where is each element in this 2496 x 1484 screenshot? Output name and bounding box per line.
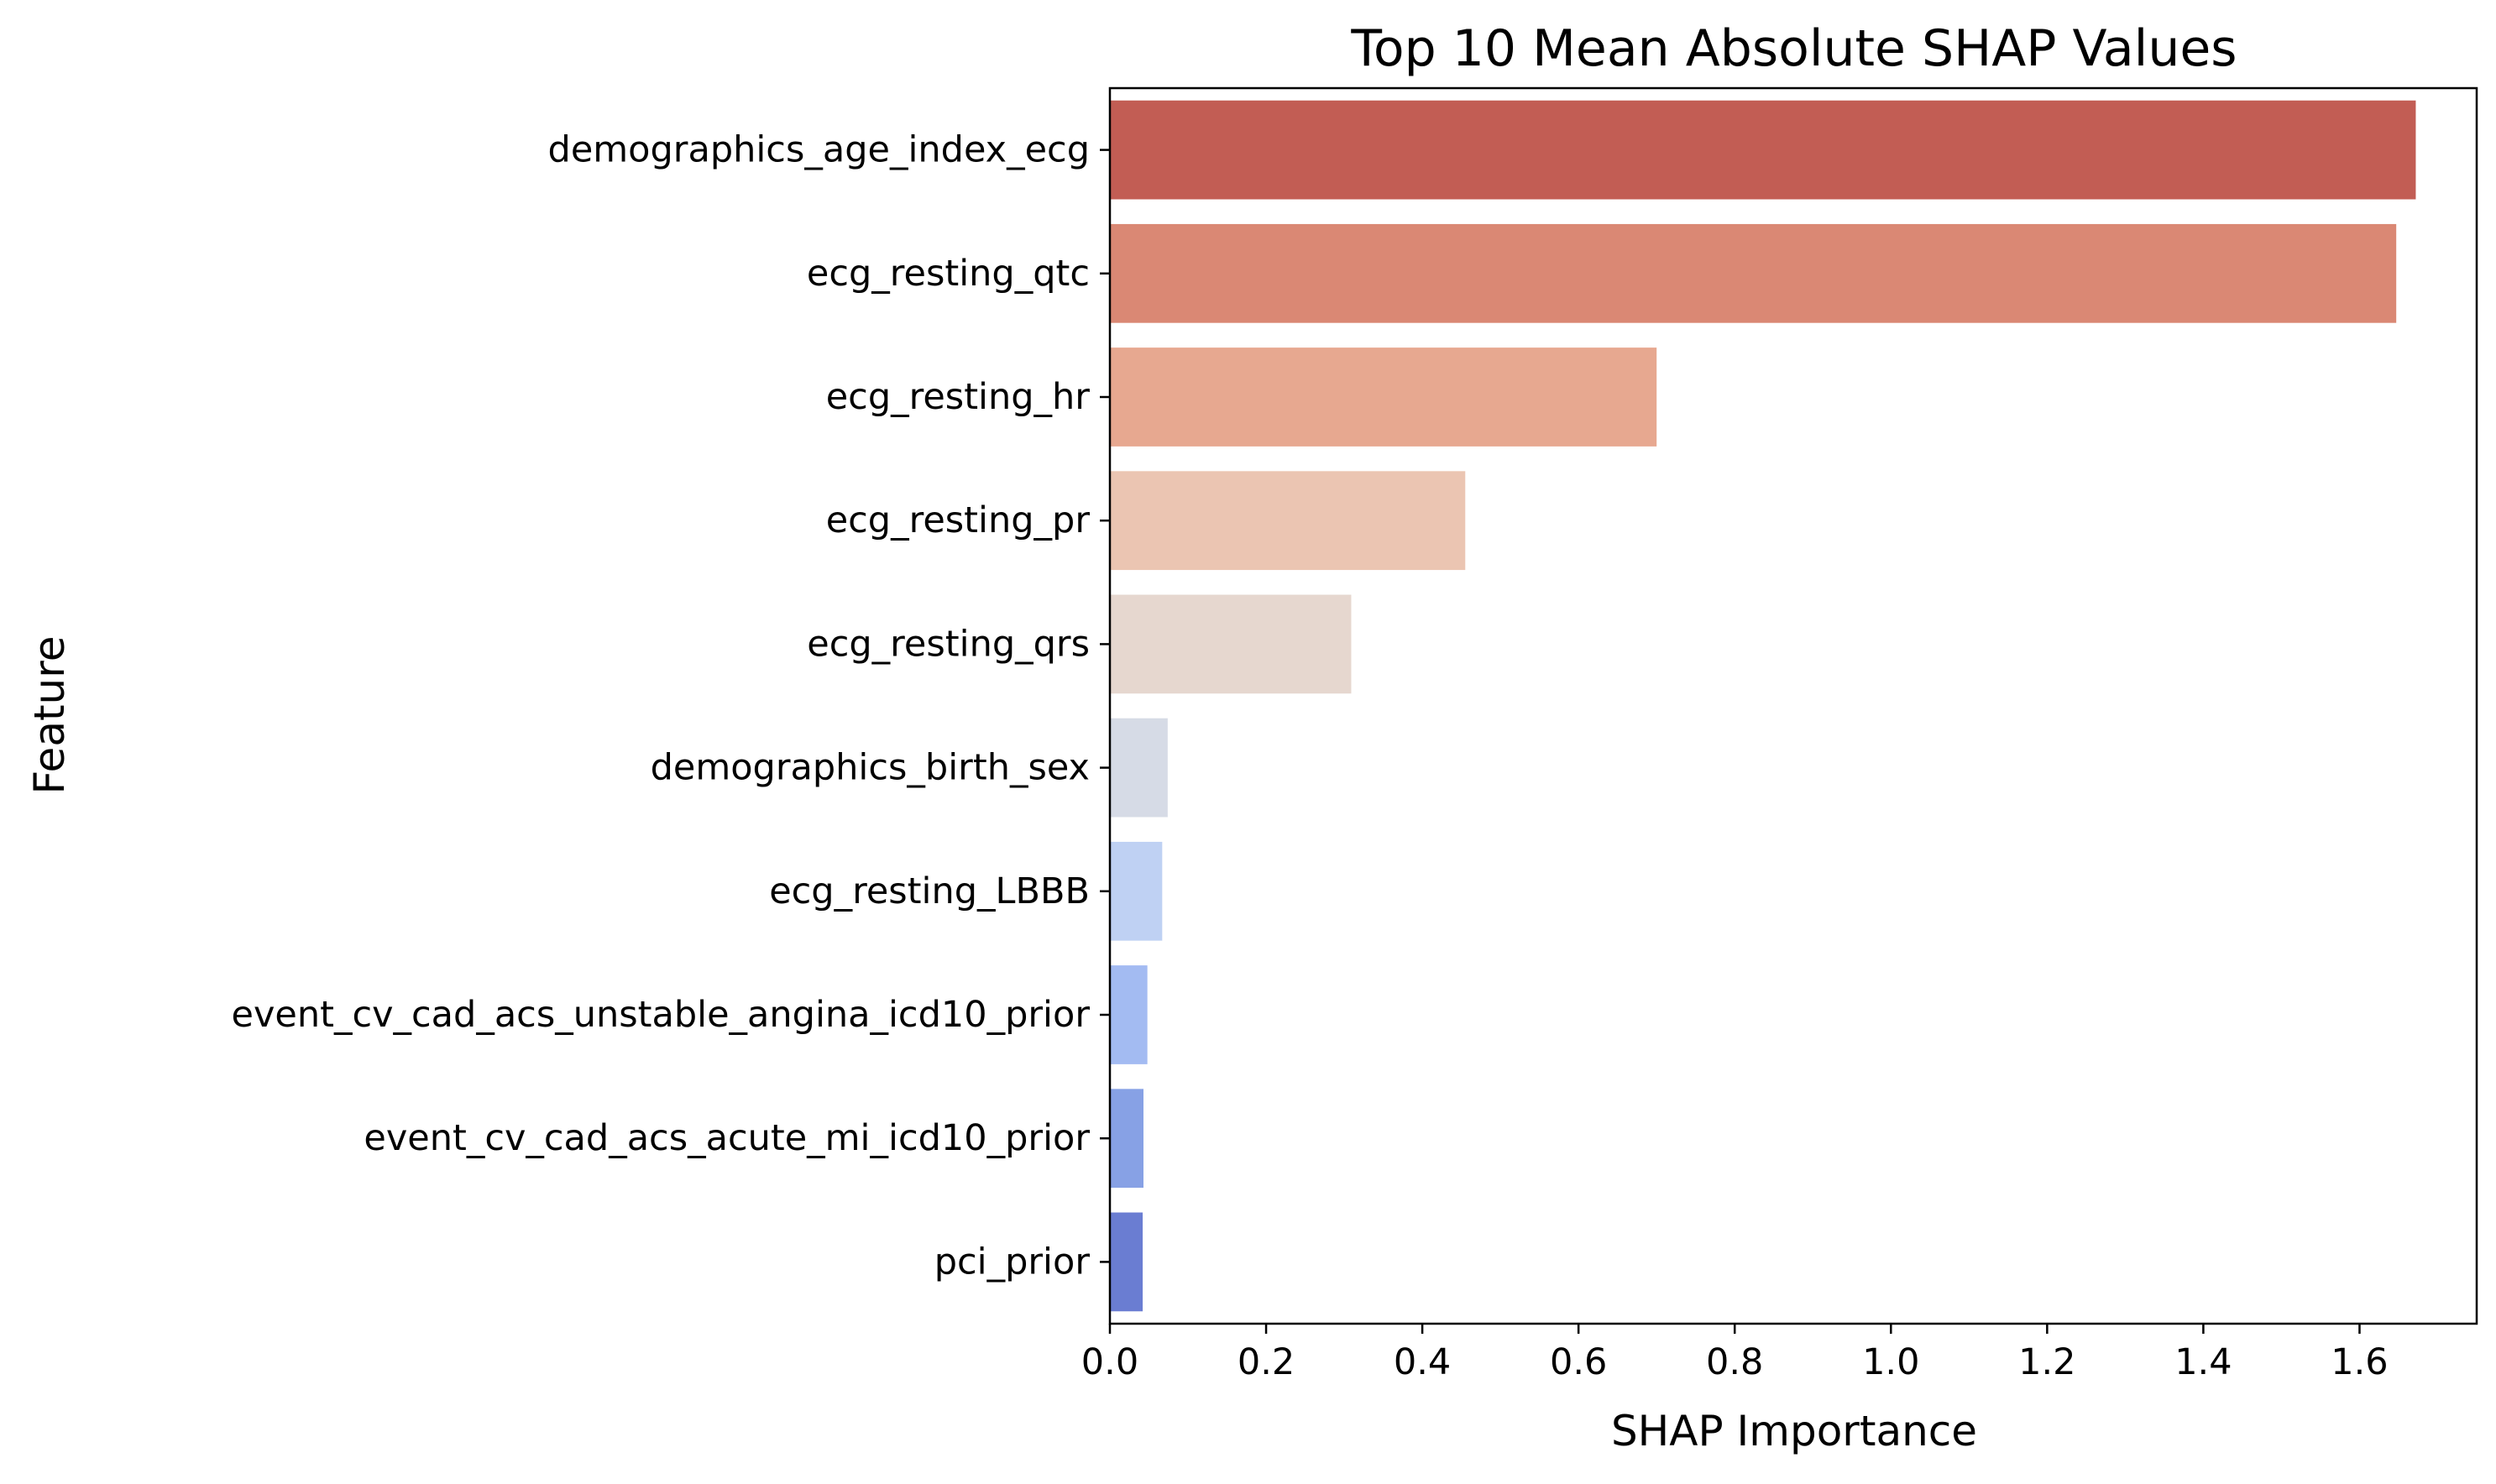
x-tick-label: 0.8 (1706, 1341, 1763, 1383)
plot-frame (1108, 86, 2478, 1325)
y-axis-ticks: demographics_age_index_ecg ecg_resting_qt… (231, 129, 1110, 1283)
x-axis-label: SHAP Importance (1611, 1407, 1977, 1455)
bar-demographics_age_index_ecg (1110, 100, 2416, 200)
x-tick-label: 1.6 (2331, 1341, 2388, 1383)
bar-ecg_resting_LBBB (1110, 841, 1163, 941)
bars-group (1110, 100, 2416, 1312)
x-tick-label: 1.2 (2018, 1341, 2075, 1383)
y-tick-label: event_cv_cad_acs_unstable_angina_icd10_p… (231, 994, 1090, 1036)
y-tick-label: ecg_resting_LBBB (769, 870, 1090, 912)
bar-ecg_resting_qtc (1110, 223, 2397, 323)
y-tick-label: ecg_resting_qrs (807, 623, 1090, 665)
bar-pci_prior (1110, 1212, 1143, 1312)
y-tick-label: ecg_resting_hr (826, 376, 1091, 418)
bar-ecg_resting_pr (1110, 471, 1466, 571)
x-tick-label: 0.0 (1081, 1341, 1138, 1383)
bar-demographics_birth_sex (1110, 718, 1168, 818)
bar-ecg_resting_hr (1110, 347, 1657, 447)
bar-ecg_resting_qrs (1110, 594, 1352, 694)
x-tick-label: 0.4 (1394, 1341, 1451, 1383)
y-axis-label: Feature (25, 636, 74, 795)
x-tick-label: 0.2 (1238, 1341, 1295, 1383)
bar-event_cv_cad_acs_unstable_angina_icd10_prior (1110, 965, 1148, 1064)
y-tick-label: ecg_resting_pr (826, 499, 1091, 541)
x-tick-label: 0.6 (1550, 1341, 1607, 1383)
y-tick-label: demographics_age_index_ecg (548, 129, 1090, 171)
chart-title: Top 10 Mean Absolute SHAP Values (1350, 19, 2237, 78)
x-tick-label: 1.0 (1862, 1341, 1919, 1383)
y-tick-label: event_cv_cad_acs_acute_mi_icd10_prior (364, 1117, 1090, 1159)
y-tick-label: demographics_birth_sex (651, 747, 1090, 789)
x-axis-ticks: 0.0 0.2 0.4 0.6 0.8 1.0 1.2 1.4 1.6 (1081, 1324, 2389, 1383)
y-tick-label: pci_prior (934, 1241, 1091, 1283)
bar-event_cv_cad_acs_acute_mi_icd10_prior (1110, 1089, 1144, 1189)
y-tick-label: ecg_resting_qtc (807, 253, 1090, 295)
x-tick-label: 1.4 (2174, 1341, 2232, 1383)
